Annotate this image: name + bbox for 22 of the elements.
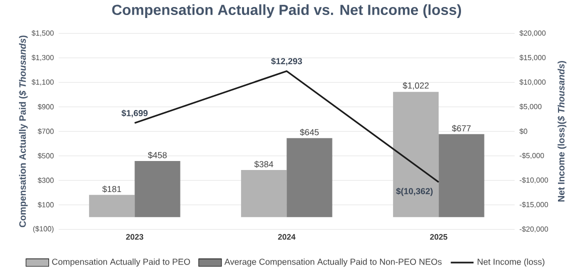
bar	[438, 134, 484, 218]
chart-title: Compensation Actually Paid vs. Net Income (loss)	[112, 4, 462, 18]
x-tick-label: 2023	[126, 234, 144, 240]
legend-label: Net Income (loss)	[478, 258, 544, 267]
data-label: $12,293	[271, 58, 302, 66]
data-label: $1,699	[122, 110, 148, 118]
bar	[286, 138, 332, 218]
bar	[134, 160, 180, 218]
x-tick-label: 2025	[430, 234, 448, 240]
data-label: $384	[254, 160, 274, 168]
bar	[241, 170, 287, 218]
legend-label: Average Compensation Actually Paid to Non-PEO NEOs	[224, 258, 442, 267]
data-label: $(10,362)	[396, 188, 433, 196]
data-label: $1,022	[402, 82, 429, 90]
bar	[393, 92, 439, 218]
data-label: $645	[300, 128, 319, 136]
legend-label: Compensation Actually Paid to PEO	[52, 258, 190, 267]
bar	[89, 194, 135, 218]
data-label: $677	[452, 124, 471, 132]
x-tick-label: 2024	[278, 234, 296, 240]
data-label: $458	[148, 152, 167, 159]
data-label: $181	[102, 186, 122, 193]
